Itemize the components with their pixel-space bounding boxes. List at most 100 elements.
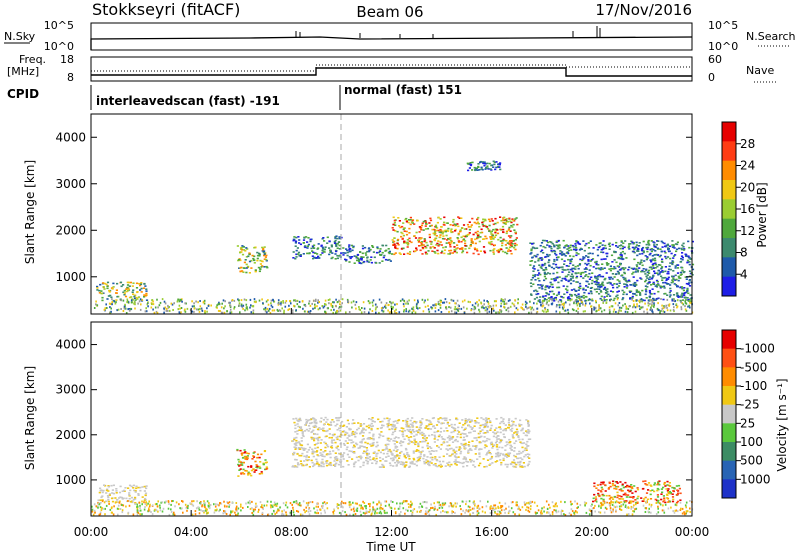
velocity-echo-pixel — [322, 465, 325, 468]
velocity-echo-pixel — [425, 459, 428, 461]
power-echo-pixel — [556, 286, 559, 289]
power-echo-pixel — [424, 220, 427, 223]
power-echo-pixel — [409, 219, 412, 221]
velocity-echo-pixel — [437, 430, 440, 432]
velocity-noise-pixel — [467, 505, 470, 508]
power-echo-pixel — [408, 240, 411, 242]
velocity-echo-pixel — [527, 421, 530, 424]
power-noise-pixel — [529, 306, 532, 309]
velocity-echo-pixel — [298, 442, 302, 445]
power-echo-pixel — [493, 161, 496, 164]
power-noise-pixel — [473, 305, 476, 308]
velocity-echo-pixel — [331, 433, 334, 436]
velocity-echo-pixel — [634, 490, 637, 493]
velocity-echo-pixel — [604, 484, 607, 486]
power-echo-pixel — [424, 225, 427, 227]
velocity-echo-pixel — [328, 436, 331, 439]
power-echo-pixel — [618, 282, 621, 284]
velocity-echo-pixel — [315, 421, 318, 424]
power-noise-pixel — [270, 302, 272, 305]
power-noise-pixel — [315, 298, 317, 301]
power-echo-pixel — [671, 279, 674, 282]
velocity-noise-pixel — [352, 513, 355, 516]
power-echo-pixel — [636, 265, 639, 268]
power-echo-pixel — [579, 285, 582, 287]
power-echo-pixel — [314, 257, 317, 259]
power-echo-pixel — [566, 268, 570, 271]
power-noise-pixel — [363, 311, 366, 314]
power-echo-pixel — [378, 262, 381, 264]
power-echo-pixel — [591, 252, 594, 255]
velocity-echo-pixel — [327, 423, 330, 425]
velocity-echo-pixel — [459, 433, 462, 436]
power-echo-pixel — [476, 233, 479, 235]
power-echo-pixel — [444, 246, 447, 248]
velocity-echo-pixel — [111, 492, 114, 494]
power-echo-pixel — [437, 245, 440, 247]
power-echo-pixel — [437, 216, 440, 219]
power-noise-pixel — [277, 310, 279, 312]
power-echo-pixel — [653, 292, 656, 295]
power-echo-pixel — [655, 272, 659, 274]
velocity-echo-pixel — [297, 447, 301, 449]
power-echo-pixel — [338, 248, 341, 250]
power-echo-pixel — [646, 248, 649, 250]
power-echo-pixel — [433, 239, 437, 242]
power-echo-pixel — [640, 259, 643, 261]
velocity-echo-pixel — [498, 441, 501, 444]
power-noise-pixel — [405, 308, 407, 311]
power-noise-pixel — [547, 304, 550, 307]
power-echo-pixel — [622, 293, 625, 296]
velocity-echo-pixel — [448, 465, 451, 468]
velocity-echo-pixel — [250, 466, 253, 468]
velocity-echo-pixel — [434, 463, 437, 465]
power-noise-pixel — [412, 306, 415, 309]
velocity-echo-pixel — [372, 457, 375, 459]
velocity-echo-pixel — [507, 455, 510, 457]
velocity-echo-pixel — [337, 463, 340, 466]
velocity-echo-pixel — [457, 426, 460, 429]
power-echo-pixel — [245, 263, 248, 266]
velocity-echo-pixel — [476, 458, 479, 460]
power-echo-pixel — [633, 247, 636, 249]
velocity-echo-pixel — [352, 446, 355, 449]
velocity-noise-pixel — [362, 500, 364, 503]
velocity-echo-pixel — [464, 457, 467, 460]
velocity-echo-pixel — [433, 427, 437, 429]
power-echo-pixel — [539, 250, 543, 253]
power-echo-pixel — [592, 266, 595, 268]
velocity-echo-pixel — [376, 441, 379, 444]
velocity-echo-pixel — [396, 460, 399, 462]
power-noise-pixel — [324, 299, 327, 302]
velocity-echo-pixel — [244, 469, 247, 472]
velocity-echo-pixel — [359, 466, 362, 468]
power-noise-pixel — [389, 300, 391, 303]
power-echo-pixel — [577, 241, 580, 244]
velocity-echo-pixel — [511, 435, 514, 438]
velocity-echo-pixel — [301, 434, 304, 436]
power-echo-pixel — [436, 221, 439, 224]
power-echo-pixel — [616, 291, 619, 293]
power-echo-pixel — [587, 283, 591, 285]
velocity-echo-pixel — [501, 420, 505, 422]
power-echo-pixel — [409, 251, 412, 253]
velocity-echo-pixel — [394, 428, 397, 431]
power-echo-pixel — [441, 237, 445, 240]
power-echo-pixel — [630, 240, 633, 243]
power-echo-pixel — [453, 248, 456, 251]
velocity-noise-pixel — [364, 512, 366, 515]
power-echo-pixel — [652, 265, 655, 267]
velocity-echo-pixel — [386, 452, 389, 455]
power-echo-pixel — [657, 269, 660, 272]
velocity-echo-pixel — [523, 449, 526, 452]
power-echo-pixel — [648, 244, 651, 246]
power-noise-pixel — [473, 308, 475, 311]
velocity-echo-pixel — [657, 499, 660, 502]
power-echo-pixel — [686, 287, 689, 290]
velocity-echo-pixel — [330, 445, 333, 447]
velocity-echo-pixel — [485, 465, 488, 468]
power-noise-pixel — [359, 309, 362, 311]
power-echo-pixel — [251, 254, 254, 257]
power-echo-pixel — [440, 252, 443, 254]
power-echo-pixel — [459, 230, 462, 233]
